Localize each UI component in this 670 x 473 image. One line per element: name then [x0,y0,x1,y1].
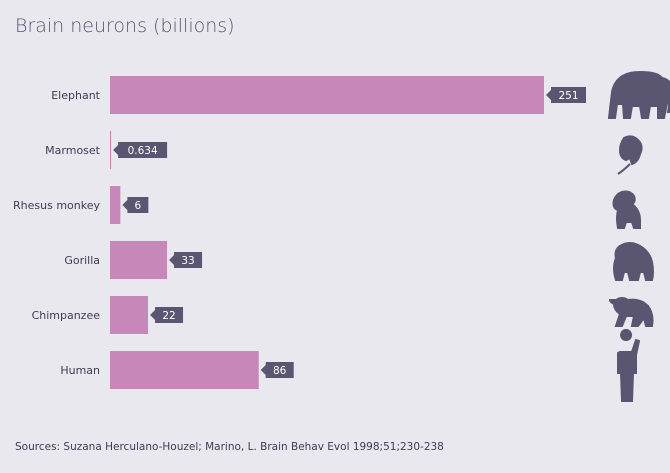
bar [110,296,149,334]
chart-title: Brain neurons (billions) [15,15,235,37]
bar [110,351,259,389]
chimpanzee-icon [608,297,654,327]
value-label: 22 [162,310,175,322]
value-label-box [546,87,586,103]
category-label: Rhesus monkey [13,199,100,212]
source-note: Sources: Suzana Herculano-Houzel; Marino… [15,441,444,453]
bar [110,241,168,279]
rhesus-monkey-icon [612,190,641,229]
category-label: Chimpanzee [32,309,101,322]
bar [110,76,544,114]
elephant-icon [607,70,670,119]
value-label-box [150,307,184,323]
value-label-box [169,252,203,268]
value-label: 0.634 [128,145,158,157]
value-label: 6 [135,200,142,212]
value-label-box [113,142,168,158]
marmoset-icon [617,135,643,175]
category-label: Elephant [51,89,100,102]
bar [110,186,121,224]
category-label: Gorilla [64,254,100,267]
human-icon [617,329,641,402]
category-label: Human [60,364,100,377]
bar [110,131,112,169]
value-label-box [260,362,294,378]
value-label: 33 [181,255,194,267]
value-label-box [122,197,149,213]
gorilla-icon [613,242,654,281]
value-label: 86 [273,365,287,377]
value-label: 251 [558,90,578,102]
category-label: Marmoset [45,144,101,157]
